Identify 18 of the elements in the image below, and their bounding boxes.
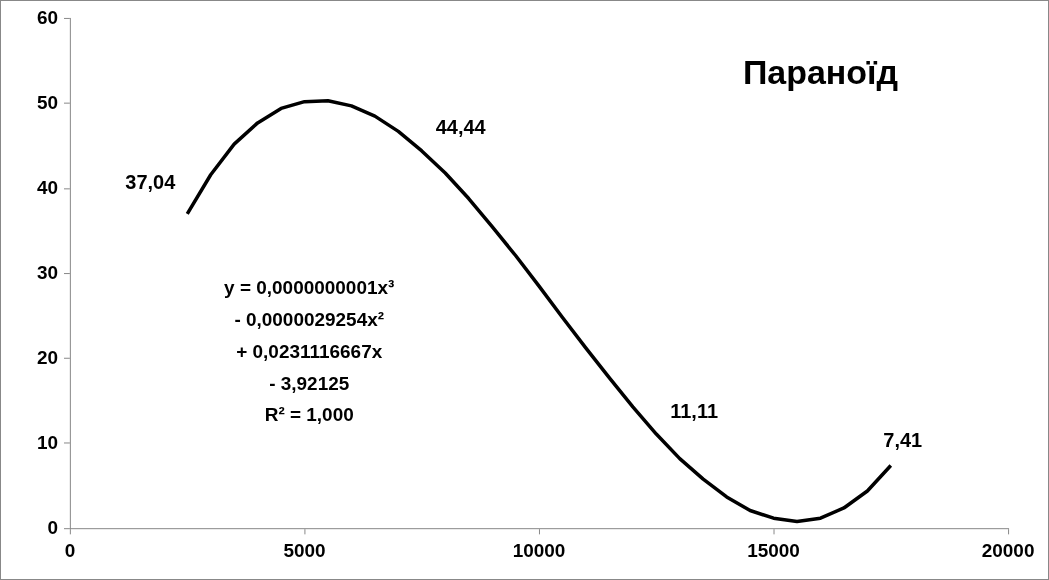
annotation: y = 0,0000000001x³ - 0,0000029254x² + 0,0231116667x - 3,92125 R² = 1,000 bbox=[224, 276, 395, 426]
y-tick-label: 20 bbox=[36, 346, 59, 368]
text: Параноїд bbox=[742, 52, 899, 91]
y-tick-label: 40 bbox=[36, 176, 59, 198]
y-tick-label: 50 bbox=[36, 91, 59, 113]
x-tick-label: 15000 bbox=[747, 539, 800, 561]
y-tick-label: 10 bbox=[36, 431, 59, 453]
annotation: 11,11 bbox=[670, 399, 719, 422]
y-tick-label: 0 bbox=[47, 516, 59, 538]
x-tick-label: 10000 bbox=[512, 539, 566, 561]
x-tick-label: 20000 bbox=[981, 539, 1035, 561]
y-tick-label: 30 bbox=[36, 261, 59, 283]
annotation: 37,04 bbox=[125, 171, 176, 194]
y-tick-label: 60 bbox=[36, 6, 59, 28]
annotation: 44,44 bbox=[435, 116, 486, 139]
x-tick-label: 5000 bbox=[283, 539, 326, 561]
annotation: 7,41 bbox=[883, 428, 923, 451]
x-tick-label: 0 bbox=[64, 539, 76, 561]
